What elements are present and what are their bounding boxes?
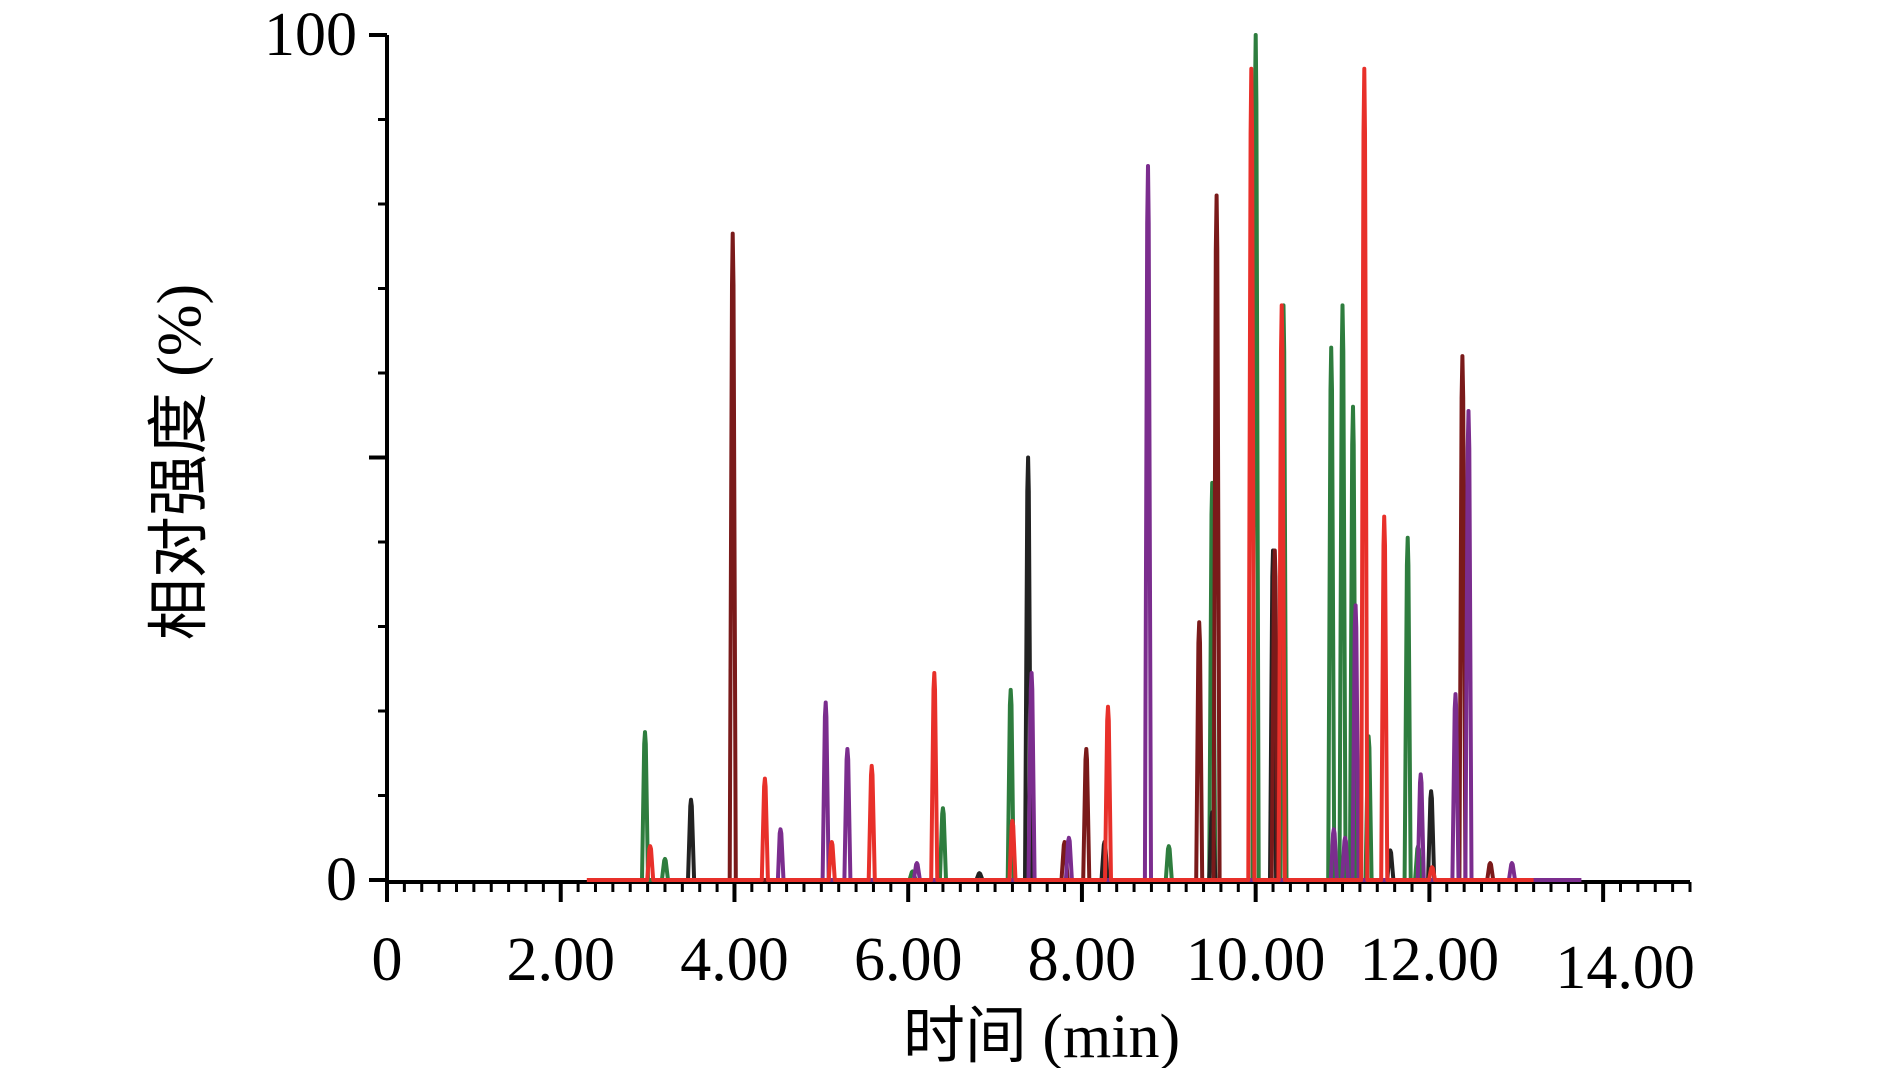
x-tick-label: 10.00 [1186, 926, 1326, 994]
x-tick-label: 14.00 [1555, 934, 1695, 1002]
x-tick-label: 2.00 [506, 926, 615, 994]
y-tick-label: 100 [264, 1, 357, 69]
x-tick-label: 6.00 [854, 926, 963, 994]
series-trace [586, 66, 1534, 882]
y-tick-label: 0 [326, 846, 357, 914]
x-tick-label: 4.00 [680, 926, 789, 994]
series-trace [640, 33, 1465, 882]
chromatogram-traces [586, 33, 1582, 882]
x-tick-label: 8.00 [1028, 926, 1137, 994]
x-tick-label: 0 [372, 926, 403, 994]
x-axis-title: 时间 (min) [903, 1003, 1180, 1068]
axis-labels: 0 2.00 4.00 6.00 8.00 10.00 12.00 14.00 0 100 时间 (… [146, 1, 1695, 1068]
x-tick-label: 12.00 [1360, 926, 1500, 994]
y-axis-title: 相对强度 (%) [146, 284, 214, 640]
